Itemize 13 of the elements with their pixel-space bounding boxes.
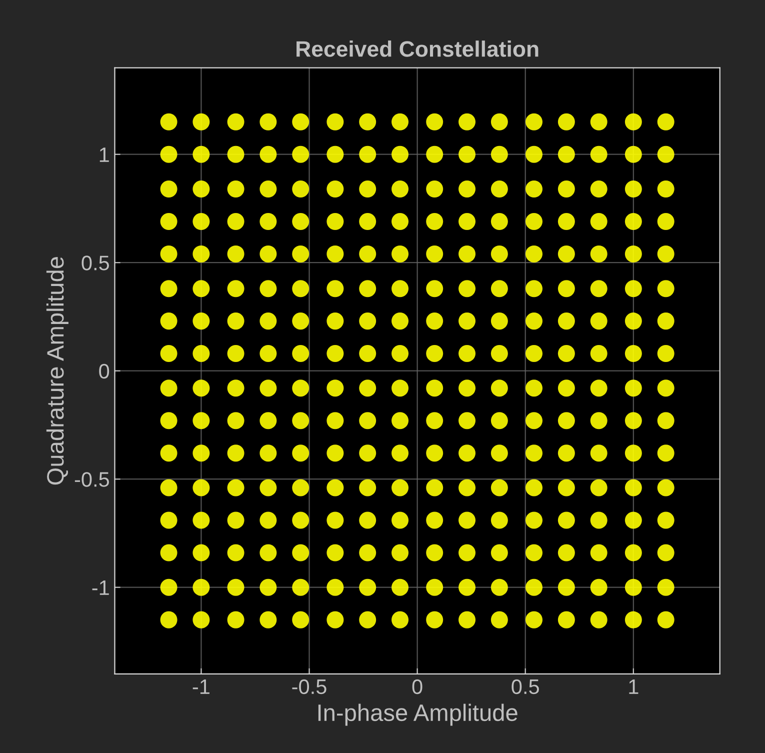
x-tick-label: 0 (412, 679, 422, 694)
y-tick-label: 0 (99, 364, 110, 379)
x-tick-label: -0.5 (292, 679, 326, 694)
x-tick-label: -1 (192, 680, 210, 694)
y-axis-title: Quadrature Amplitude (46, 257, 68, 485)
y-tick-label: -1 (92, 580, 109, 595)
chart-title: Received Constellation (296, 40, 538, 57)
y-tick-label: 0.5 (82, 256, 110, 270)
x-tick-label: 0.5 (512, 679, 539, 694)
x-axis-title: In-phase Amplitude (318, 704, 518, 726)
y-tick-label: 1 (100, 148, 109, 162)
y-tick-label: -0.5 (74, 472, 110, 487)
x-tick-label: 1 (629, 680, 638, 694)
